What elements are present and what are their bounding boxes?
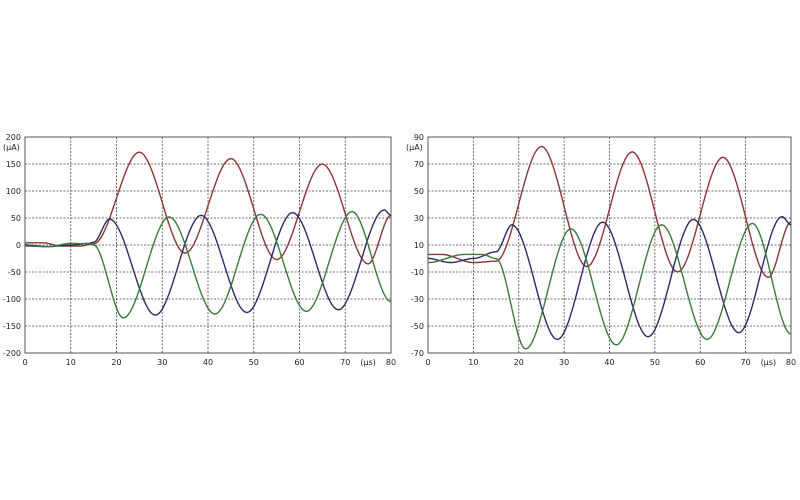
x-tick-label: 30: [157, 358, 167, 367]
y-tick-label: -30: [411, 295, 424, 304]
y-unit-label: (μA): [406, 143, 423, 152]
x-tick-label: 10: [468, 358, 478, 367]
series-line-2: [428, 216, 792, 341]
y-tick-label: -10: [411, 268, 424, 277]
series-line-2: [25, 209, 392, 316]
x-tick-label: 70: [340, 358, 350, 367]
plot-frame: [427, 136, 792, 354]
x-tick-label: 40: [604, 358, 614, 367]
x-unit-label: (μs): [761, 358, 777, 367]
x-tick-label: 0: [425, 358, 430, 367]
x-tick-label: 30: [559, 358, 569, 367]
series-line-3: [427, 222, 792, 350]
x-tick-label: 0: [22, 358, 27, 367]
x-unit-label: (μs): [360, 358, 376, 367]
y-tick-label: -50: [411, 322, 424, 331]
x-tick-label: 20: [514, 358, 524, 367]
y-tick-label: -50: [8, 268, 21, 277]
x-tick-label: 60: [294, 358, 304, 367]
x-tick-label: 80: [386, 358, 396, 367]
y-unit-label: (μA): [3, 143, 20, 152]
chart-1: 0 10 20 30 40 50 60 70 80 200 150 100 50 0 -50 -100 -150…: [3, 133, 396, 367]
x-tick-label: 60: [695, 358, 705, 367]
y-tick-label: 50: [11, 214, 21, 223]
x-tick-label: 50: [650, 358, 660, 367]
y-tick-label: 70: [414, 160, 424, 169]
y-tick-label: 150: [6, 160, 21, 169]
x-tick-label: 20: [111, 358, 121, 367]
y-tick-label: -200: [3, 349, 21, 358]
x-tick-label: 10: [66, 358, 76, 367]
y-tick-label: 0: [16, 241, 21, 250]
y-tick-label: 30: [414, 214, 424, 223]
x-tick-label: 70: [741, 358, 751, 367]
series-line-3: [25, 210, 392, 319]
x-tick-label: 50: [249, 358, 259, 367]
x-tick-label: 80: [786, 358, 796, 367]
y-tick-label: 50: [414, 187, 424, 196]
y-tick-label: -100: [3, 295, 21, 304]
y-tick-label: 90: [414, 133, 424, 142]
y-tick-label: 200: [6, 133, 21, 142]
y-tick-label: 10: [414, 241, 424, 250]
chart-2: 0 10 20 30 40 50 60 70 80 90 70 50 30 10 -10 -30 -50 -70 (…: [406, 133, 796, 367]
x-tick-label: 40: [203, 358, 213, 367]
y-tick-label: -70: [411, 349, 424, 358]
y-tick-label: 100: [6, 187, 21, 196]
y-tick-label: -150: [3, 322, 21, 331]
